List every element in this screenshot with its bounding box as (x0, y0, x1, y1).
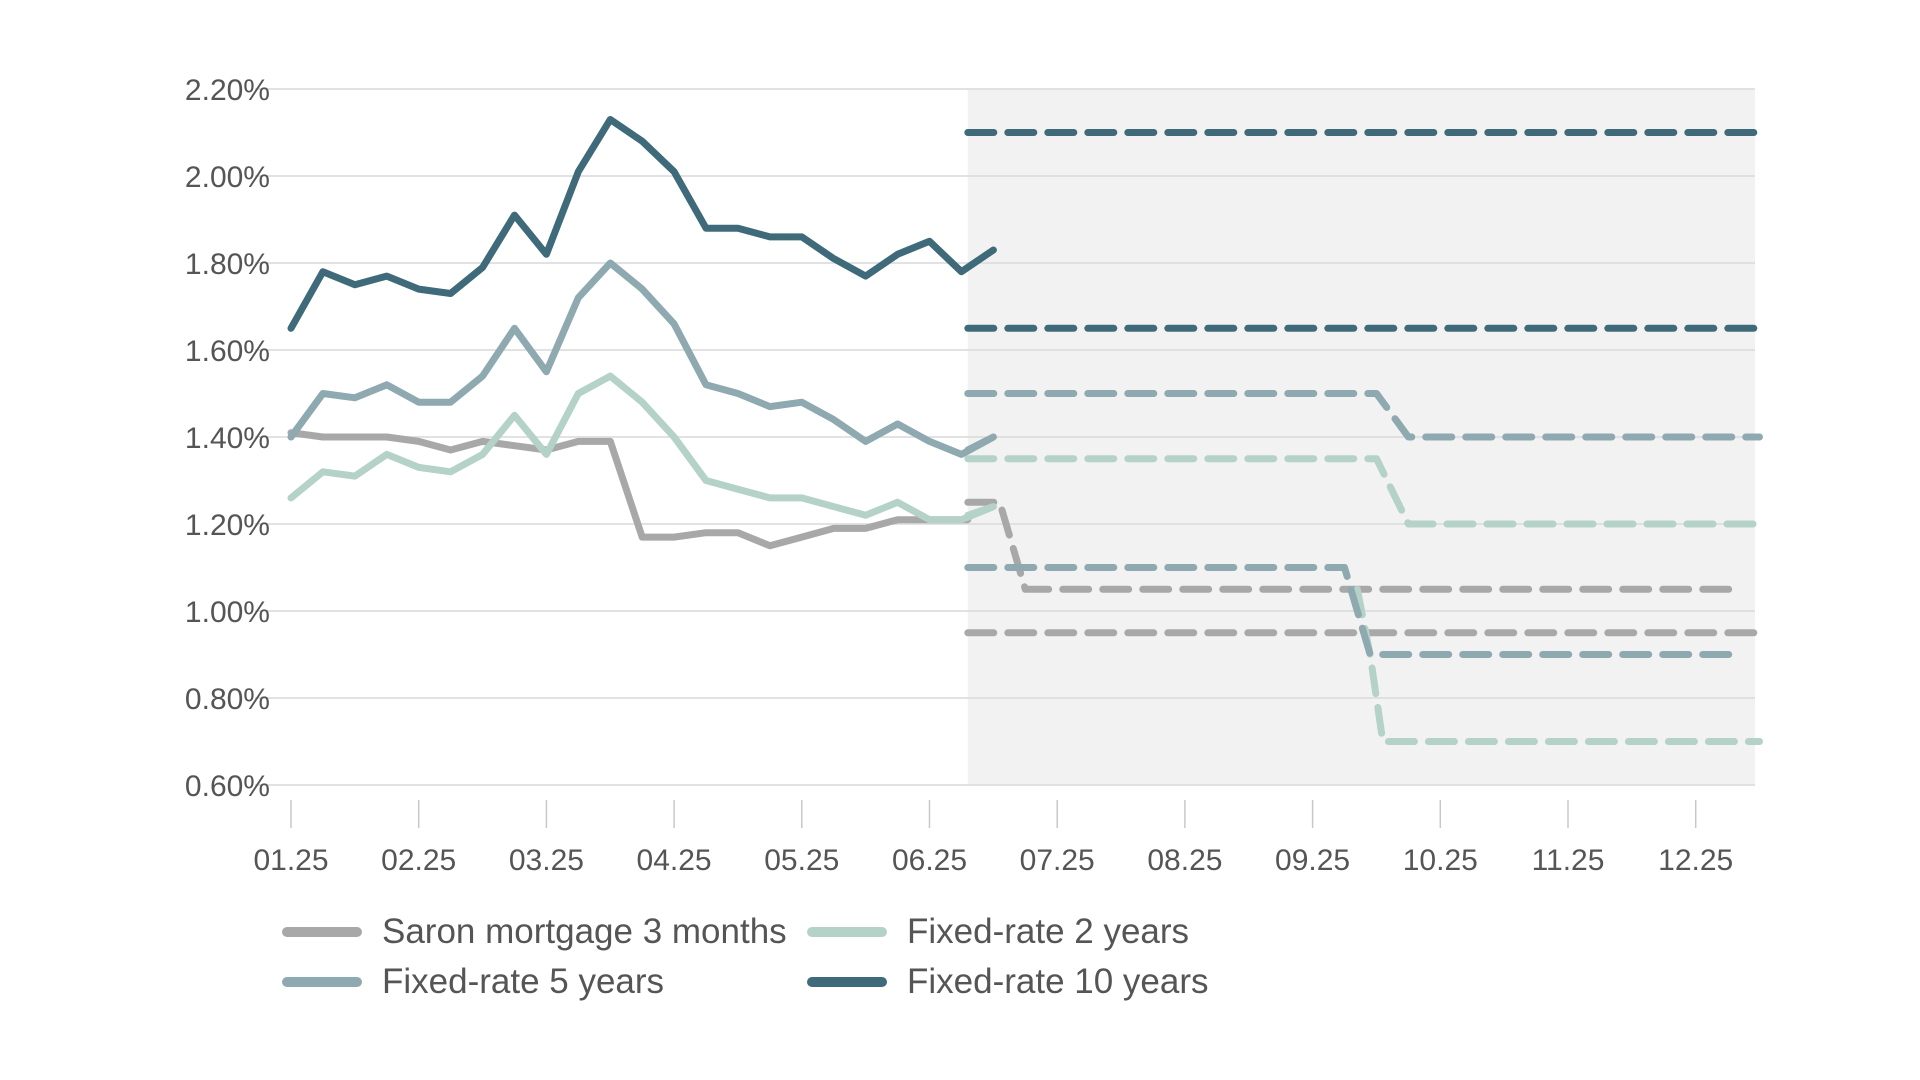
x-tick-label: 12.25 (1658, 844, 1733, 877)
y-tick-label: 0.60% (185, 770, 270, 803)
forecast-line-fixed-rate-5-years-1 (964, 390, 1763, 441)
y-tick-label: 0.80% (185, 683, 270, 716)
y-tick-label: 1.60% (185, 335, 270, 368)
y-tick-label: 1.20% (185, 509, 270, 542)
legend-swatch-saron (282, 927, 362, 937)
y-tick-label: 1.00% (185, 596, 270, 629)
x-tick-label: 10.25 (1403, 844, 1478, 877)
legend-item-fixed-2: Fixed-rate 2 years (807, 912, 1189, 952)
forecast-line-saron-mortgage-3-months-1 (964, 498, 1744, 593)
y-tick-label: 2.20% (185, 74, 270, 107)
series-layer (287, 116, 1763, 745)
y-tick-label: 1.40% (185, 422, 270, 455)
x-tick-label: 02.25 (381, 844, 456, 877)
forecast-line-fixed-rate-2-years-2 (1353, 585, 1763, 745)
legend-label-saron: Saron mortgage 3 months (382, 912, 787, 951)
x-tick-label: 11.25 (1532, 844, 1605, 877)
x-tick-label: 04.25 (637, 844, 712, 877)
legend-label-fixed-2: Fixed-rate 2 years (907, 912, 1190, 951)
forecast-line-fixed-rate-5-years-2 (964, 564, 1744, 658)
series-line-fixed-rate-10-years (287, 116, 997, 332)
legend-swatch-fixed-2 (807, 927, 887, 937)
x-tick-label: 06.25 (892, 844, 967, 877)
x-tick-label: 05.25 (764, 844, 839, 877)
x-tick-label: 07.25 (1020, 844, 1095, 877)
legend-item-saron: Saron mortgage 3 months (282, 912, 787, 952)
legend-item-fixed-10: Fixed-rate 10 years (807, 962, 1209, 1002)
legend-label-fixed-10: Fixed-rate 10 years (907, 962, 1209, 1001)
forecast-line-fixed-rate-2-years-1 (964, 455, 1763, 528)
y-tick-label: 1.80% (185, 248, 270, 281)
y-tick-label: 2.00% (185, 161, 270, 194)
x-tick-label: 03.25 (509, 844, 584, 877)
x-axis: 01.25 02.25 03.25 04.25 05.25 06.25 07.25 08.25… (253, 800, 1733, 877)
series-line-fixed-rate-5-years (287, 259, 997, 458)
x-tick-label: 08.25 (1147, 844, 1222, 877)
legend-item-fixed-5: Fixed-rate 5 years (282, 962, 664, 1002)
series-line-fixed-rate-2-years (287, 372, 997, 524)
y-axis: 0.60% 0.80% 1.00% 1.20% 1.40% 1.60% 1.80% 2.00%… (185, 74, 270, 803)
legend-swatch-fixed-10 (807, 977, 887, 987)
legend-swatch-fixed-5 (282, 977, 362, 987)
grid (255, 88, 1755, 786)
series-line-saron-mortgage-3-months (287, 429, 972, 550)
x-tick-label: 01.25 (253, 844, 328, 877)
x-tick-label: 09.25 (1275, 844, 1350, 877)
legend-label-fixed-5: Fixed-rate 5 years (382, 962, 665, 1001)
